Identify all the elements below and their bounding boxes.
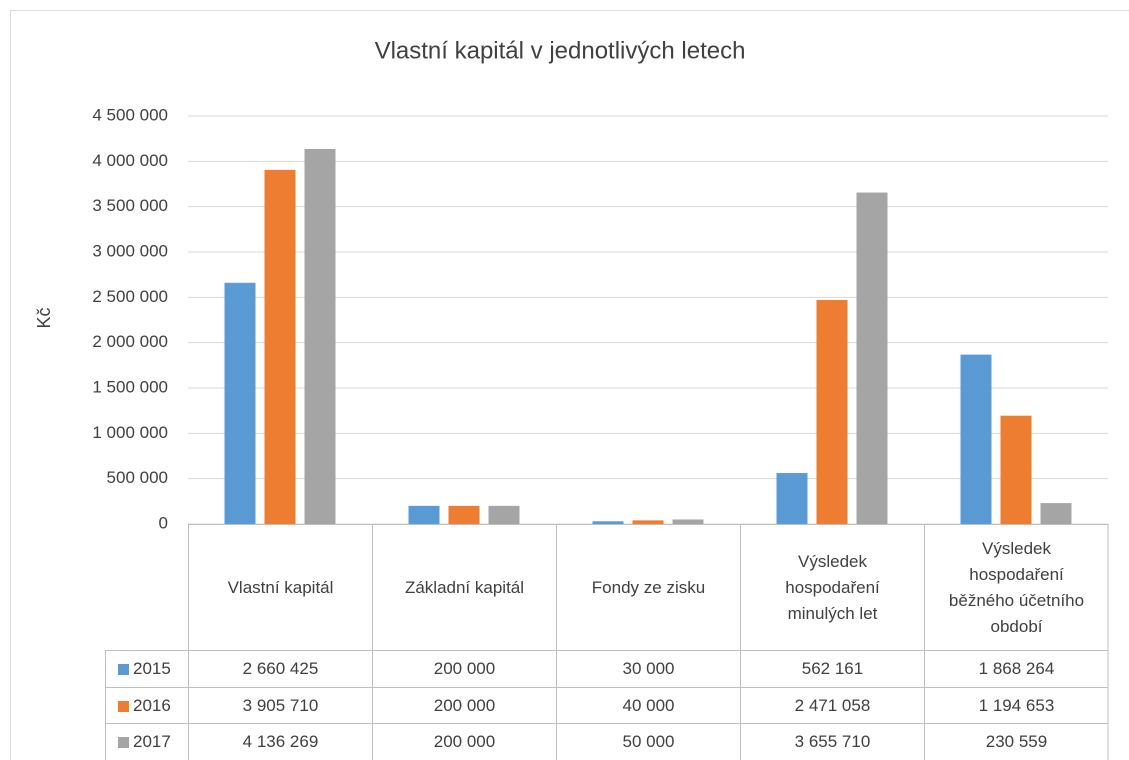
- y-tick-label: 500 000: [107, 468, 168, 487]
- table-value: 2 660 425: [188, 650, 372, 687]
- legend-swatch: [118, 700, 129, 712]
- legend-entry: 2015: [105, 650, 188, 687]
- table-value: 200 000: [372, 687, 556, 724]
- chart-border: [10, 10, 1129, 760]
- table-value: 2 471 058: [740, 687, 924, 724]
- bar: [1040, 503, 1072, 524]
- bar: [776, 473, 808, 524]
- legend-swatch: [118, 736, 129, 748]
- category-label: Vlastní kapitál: [188, 524, 372, 650]
- bar: [448, 505, 480, 524]
- y-tick-label: 1 500 000: [92, 377, 168, 396]
- legend-label: 2015: [133, 659, 171, 678]
- y-tick-label: 2 000 000: [92, 332, 168, 351]
- table-value: 200 000: [372, 723, 556, 760]
- bar: [408, 505, 440, 524]
- y-axis-label: Kč: [34, 307, 54, 328]
- bar: [1000, 415, 1032, 524]
- bar: [224, 282, 256, 524]
- category-label: Výsledek hospodaření minulých let: [740, 524, 924, 650]
- bar: [960, 354, 992, 524]
- y-tick-label: 3 000 000: [92, 241, 168, 260]
- category-label: Fondy ze zisku: [556, 524, 740, 650]
- table-value: 4 136 269: [188, 723, 372, 760]
- bar: [856, 192, 888, 525]
- table-value: 1 868 264: [924, 650, 1108, 687]
- y-tick-label: 4 500 000: [92, 105, 168, 124]
- legend-swatch: [118, 663, 129, 675]
- table-value: 40 000: [556, 687, 740, 724]
- table-value: 562 161: [740, 650, 924, 687]
- bar: [672, 519, 704, 524]
- category-label: Výsledek hospodaření běžného účetního ob…: [924, 524, 1108, 650]
- table-value: 200 000: [372, 650, 556, 687]
- bar: [592, 521, 624, 524]
- bar: [632, 520, 664, 524]
- table-value: 1 194 653: [924, 687, 1108, 724]
- legend-entry: 2017: [105, 723, 188, 760]
- category-label: Základní kapitál: [372, 524, 556, 650]
- legend-entry: 2016: [105, 687, 188, 724]
- table-value: 3 905 710: [188, 687, 372, 724]
- table-value: 50 000: [556, 723, 740, 760]
- legend-label: 2016: [133, 696, 171, 715]
- bar: [264, 169, 296, 524]
- chart-title: Vlastní kapitál v jednotlivých letech: [375, 37, 746, 64]
- bar: [304, 148, 336, 524]
- y-tick-label: 3 500 000: [92, 196, 168, 215]
- bar: [488, 505, 520, 524]
- y-tick-label: 2 500 000: [92, 287, 168, 306]
- y-tick-label: 0: [159, 513, 168, 532]
- table-value: 3 655 710: [740, 723, 924, 760]
- y-tick-label: 4 000 000: [92, 151, 168, 170]
- bar: [816, 299, 848, 524]
- legend-label: 2017: [133, 732, 171, 751]
- table-value: 30 000: [556, 650, 740, 687]
- y-tick-label: 1 000 000: [92, 423, 168, 442]
- table-value: 230 559: [924, 723, 1108, 760]
